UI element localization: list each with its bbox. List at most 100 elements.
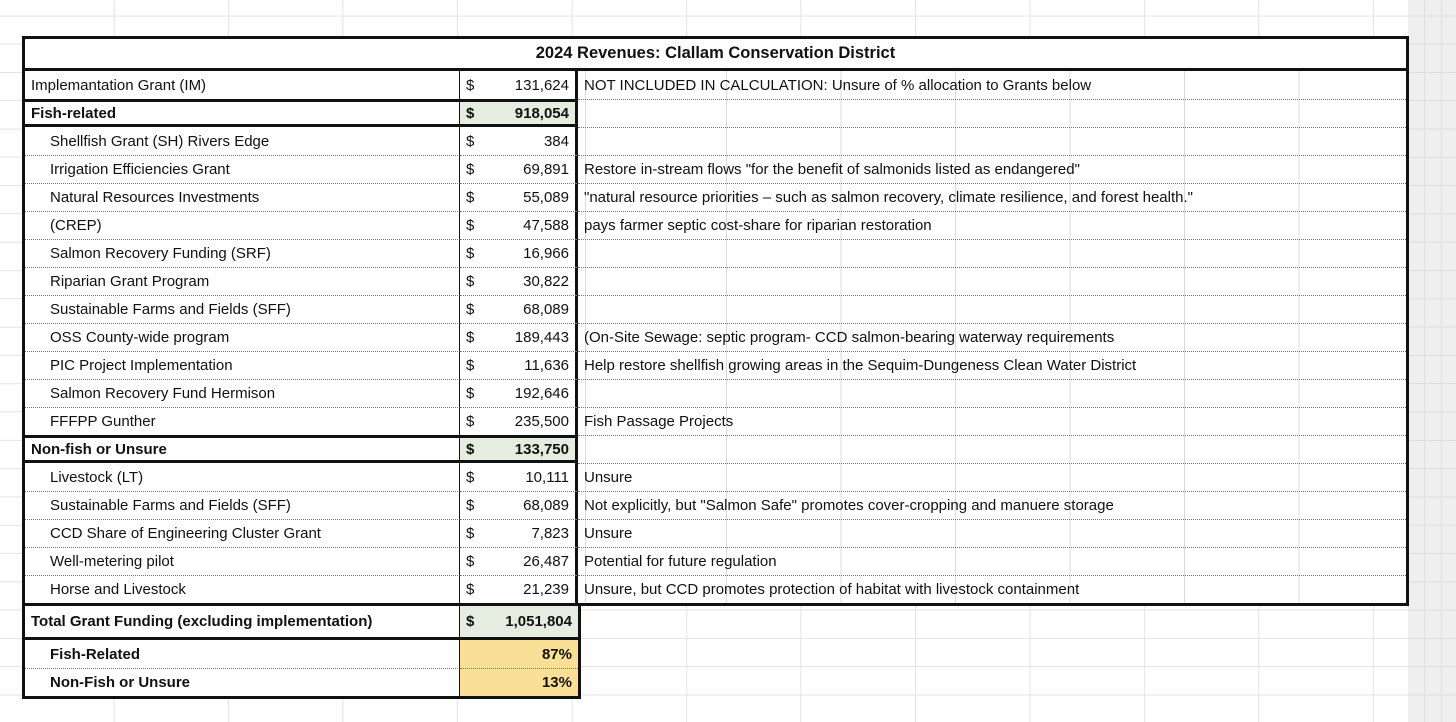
table-row-percent: Non-Fish or Unsure 13%: [25, 668, 578, 696]
note-cell[interactable]: Unsure: [578, 463, 1406, 491]
amount-cell[interactable]: $189,443: [460, 323, 578, 351]
note-cell[interactable]: "natural resource priorities – such as s…: [578, 183, 1406, 211]
amount-cell[interactable]: $30,822: [460, 267, 578, 295]
note-cell[interactable]: [578, 267, 1406, 295]
table-row: Salmon Recovery Fund Hermison $192,646: [25, 379, 1406, 407]
amount-cell[interactable]: $26,487: [460, 547, 578, 575]
amount-value: 384: [543, 132, 569, 150]
label-cell[interactable]: Salmon Recovery Funding (SRF): [25, 239, 460, 267]
amount-cell[interactable]: $21,239: [460, 575, 578, 603]
table-row: Fish-related $918,054: [25, 99, 1406, 127]
table-row-total: Total Grant Funding (excluding implement…: [25, 606, 578, 640]
label-cell[interactable]: Non-fish or Unsure: [25, 435, 460, 463]
amount-cell[interactable]: $10,111: [460, 463, 578, 491]
amount-value: 189,443: [514, 329, 569, 346]
table-row: OSS County-wide program $189,443 (On-Site …: [25, 323, 1406, 351]
note-cell[interactable]: NOT INCLUDED IN CALCULATION: Unsure of %…: [578, 71, 1406, 99]
table-title-cell[interactable]: 2024 Revenues: Clallam Conservation Dist…: [25, 39, 1406, 71]
amount-value: 192,646: [514, 385, 569, 402]
amount-value: 55,089: [523, 189, 569, 206]
amount-value: 7,823: [531, 525, 569, 542]
note-cell[interactable]: [578, 379, 1406, 407]
table-row: CCD Share of Engineering Cluster Grant $7…: [25, 519, 1406, 547]
label-cell[interactable]: FFFPP Gunther: [25, 407, 460, 435]
label-cell[interactable]: Non-Fish or Unsure: [25, 668, 460, 696]
currency-symbol: $: [466, 497, 475, 514]
table-row: Implemantation Grant (IM) $131,624 NOT INC…: [25, 71, 1406, 99]
amount-value: 11,636: [524, 357, 569, 374]
note-cell[interactable]: Not explicitly, but "Salmon Safe" promot…: [578, 491, 1406, 519]
currency-symbol: $: [466, 525, 475, 542]
amount-cell[interactable]: $68,089: [460, 295, 578, 323]
amount-value: 68,089: [523, 497, 569, 514]
amount-cell[interactable]: $11,636: [460, 351, 578, 379]
note-cell[interactable]: [578, 127, 1406, 155]
label-cell[interactable]: Sustainable Farms and Fields (SFF): [25, 295, 460, 323]
note-cell[interactable]: Help restore shellfish growing areas in …: [578, 351, 1406, 379]
label-cell[interactable]: Salmon Recovery Fund Hermison: [25, 379, 460, 407]
amount-cell[interactable]: $918,054: [460, 99, 578, 127]
label-cell[interactable]: Total Grant Funding (excluding implement…: [25, 606, 460, 637]
note-cell[interactable]: Unsure, but CCD promotes protection of h…: [578, 575, 1406, 603]
currency-symbol: $: [466, 553, 475, 570]
label-cell[interactable]: (CREP): [25, 211, 460, 239]
amount-cell[interactable]: $68,089: [460, 491, 578, 519]
note-cell[interactable]: Potential for future regulation: [578, 547, 1406, 575]
amount-cell[interactable]: $131,624: [460, 71, 578, 99]
amount-cell[interactable]: $192,646: [460, 379, 578, 407]
amount-cell[interactable]: $55,089: [460, 183, 578, 211]
table-row: Well-metering pilot $26,487 Potential for …: [25, 547, 1406, 575]
currency-symbol: $: [466, 385, 475, 402]
label-cell[interactable]: Irrigation Efficiencies Grant: [25, 155, 460, 183]
label-cell[interactable]: Sustainable Farms and Fields (SFF): [25, 491, 460, 519]
revenue-table: 2024 Revenues: Clallam Conservation Dist…: [22, 36, 1409, 606]
table-row: Sustainable Farms and Fields (SFF) $68,08…: [25, 295, 1406, 323]
currency-symbol: $: [466, 161, 475, 178]
note-cell[interactable]: pays farmer septic cost-share for ripari…: [578, 211, 1406, 239]
table-row: Natural Resources Investments $55,089 "nat…: [25, 183, 1406, 211]
note-cell[interactable]: (On-Site Sewage: septic program- CCD sal…: [578, 323, 1406, 351]
label-cell[interactable]: Well-metering pilot: [25, 547, 460, 575]
table-row: Irrigation Efficiencies Grant $69,891 Rest…: [25, 155, 1406, 183]
currency-symbol: $: [466, 440, 475, 458]
label-cell[interactable]: PIC Project Implementation: [25, 351, 460, 379]
note-cell[interactable]: Restore in-stream flows "for the benefit…: [578, 155, 1406, 183]
note-cell[interactable]: Fish Passage Projects: [578, 407, 1406, 435]
amount-value: 68,089: [523, 301, 569, 318]
label-cell[interactable]: CCD Share of Engineering Cluster Grant: [25, 519, 460, 547]
label-cell[interactable]: Fish-related: [25, 99, 460, 127]
label-cell[interactable]: Riparian Grant Program: [25, 267, 460, 295]
label-cell[interactable]: Implemantation Grant (IM): [25, 71, 460, 99]
note-cell[interactable]: [578, 295, 1406, 323]
currency-symbol: $: [466, 132, 475, 150]
currency-symbol: $: [466, 301, 475, 318]
label-cell[interactable]: Livestock (LT): [25, 463, 460, 491]
percent-cell[interactable]: 87%: [460, 640, 578, 668]
amount-value: 235,500: [514, 413, 569, 430]
amount-cell[interactable]: $384: [460, 127, 578, 155]
amount-cell[interactable]: $7,823: [460, 519, 578, 547]
note-cell[interactable]: [578, 99, 1406, 127]
amount-cell[interactable]: $133,750: [460, 435, 578, 463]
label-cell[interactable]: Natural Resources Investments: [25, 183, 460, 211]
amount-cell[interactable]: $69,891: [460, 155, 578, 183]
currency-symbol: $: [466, 329, 475, 346]
percent-cell[interactable]: 13%: [460, 668, 578, 696]
currency-symbol: $: [466, 104, 475, 122]
table-rows: Implemantation Grant (IM) $131,624 NOT INC…: [25, 71, 1406, 603]
amount-cell[interactable]: $47,588: [460, 211, 578, 239]
amount-cell[interactable]: $235,500: [460, 407, 578, 435]
note-cell[interactable]: [578, 239, 1406, 267]
note-cell[interactable]: Unsure: [578, 519, 1406, 547]
sheet-right-margin: [1408, 0, 1456, 722]
amount-value: 21,239: [523, 581, 569, 598]
label-cell[interactable]: Shellfish Grant (SH) Rivers Edge: [25, 127, 460, 155]
label-cell[interactable]: Horse and Livestock: [25, 575, 460, 603]
amount-cell[interactable]: $ 1,051,804: [460, 606, 578, 637]
label-cell[interactable]: OSS County-wide program: [25, 323, 460, 351]
amount-cell[interactable]: $16,966: [460, 239, 578, 267]
label-cell[interactable]: Fish-Related: [25, 640, 460, 668]
currency-symbol: $: [466, 357, 475, 374]
note-cell[interactable]: [578, 435, 1406, 463]
summary-table: Total Grant Funding (excluding implement…: [22, 606, 581, 699]
